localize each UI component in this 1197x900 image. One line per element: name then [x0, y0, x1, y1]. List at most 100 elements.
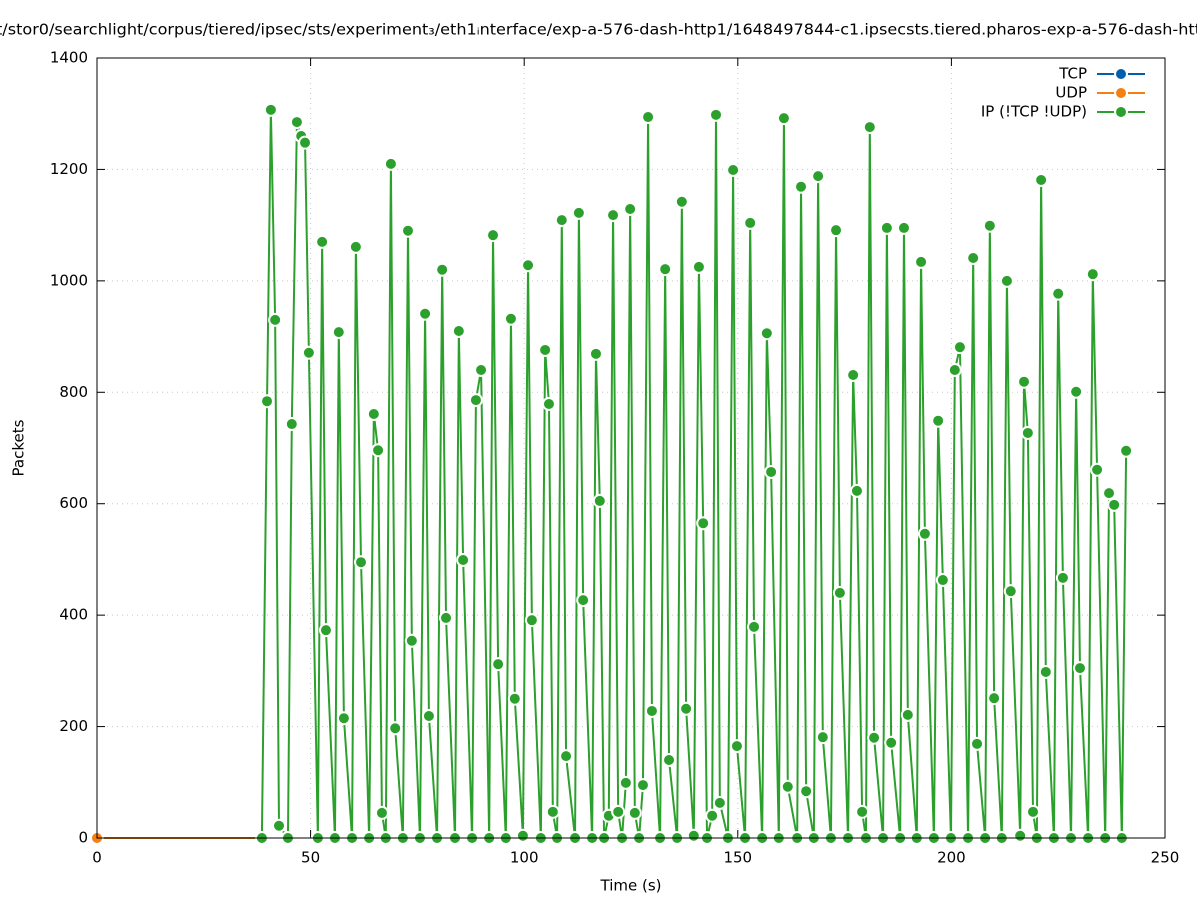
- data-point: [456, 552, 471, 567]
- data-point: [507, 691, 522, 706]
- data-point: [679, 701, 694, 716]
- legend-marker: [1114, 86, 1128, 100]
- data-point: [1085, 267, 1100, 282]
- data-point: [474, 363, 489, 377]
- data-point: [729, 739, 744, 754]
- data-point: [1055, 570, 1070, 585]
- data-point: [592, 493, 607, 508]
- data-point: [336, 711, 351, 726]
- data-point: [641, 110, 656, 125]
- data-point: [952, 340, 967, 355]
- data-point: [982, 218, 997, 233]
- data-point: [849, 483, 864, 498]
- data-point: [832, 585, 847, 600]
- data-point: [318, 623, 333, 638]
- data-point: [686, 828, 701, 843]
- plot-frame: [96, 57, 1166, 839]
- data-point: [867, 730, 882, 745]
- data-point: [900, 707, 915, 722]
- data-point: [709, 107, 724, 122]
- data-point: [987, 691, 1002, 706]
- data-point: [439, 610, 454, 625]
- data-point: [538, 342, 553, 357]
- series-line: [260, 108, 1128, 839]
- data-point: [606, 208, 621, 223]
- legend-label: IP (!TCP !UDP): [981, 103, 1087, 121]
- data-point: [780, 779, 795, 794]
- data-point: [644, 703, 659, 718]
- data-point: [726, 162, 741, 177]
- data-point: [799, 784, 814, 799]
- data-point: [1025, 804, 1040, 819]
- data-point: [815, 730, 830, 745]
- legend-label: TCP: [1058, 65, 1087, 83]
- data-point: [401, 223, 416, 238]
- data-point: [1034, 173, 1049, 188]
- data-point: [999, 273, 1014, 288]
- data-point: [1107, 497, 1122, 512]
- data-point: [268, 312, 283, 327]
- y-tick-label: 1400: [50, 49, 88, 67]
- data-point: [1020, 425, 1035, 440]
- x-tick-label: 200: [937, 849, 966, 867]
- data-point: [289, 115, 304, 130]
- data-point: [374, 805, 389, 820]
- data-point: [331, 325, 346, 340]
- data-point: [301, 345, 316, 360]
- data-point: [896, 220, 911, 235]
- data-point: [524, 613, 539, 628]
- x-tick-label: 0: [92, 849, 102, 867]
- data-point: [862, 120, 877, 135]
- data-point: [947, 363, 962, 377]
- data-point: [545, 804, 560, 819]
- data-point: [559, 749, 574, 764]
- data-point: [515, 828, 530, 843]
- data-point: [696, 516, 711, 531]
- y-tick-label: 1200: [50, 160, 88, 178]
- data-point: [1003, 584, 1018, 599]
- data-point: [1102, 486, 1117, 501]
- data-point: [1051, 286, 1066, 301]
- data-point: [966, 251, 981, 266]
- x-axis-label: Time (s): [600, 877, 662, 895]
- data-point: [658, 262, 673, 277]
- data-point: [298, 135, 313, 150]
- data-point: [743, 215, 758, 230]
- data-point: [623, 201, 638, 216]
- data-point: [383, 156, 398, 171]
- data-point: [315, 234, 330, 249]
- data-point: [521, 258, 536, 273]
- data-point: [571, 205, 586, 220]
- y-tick-label: 800: [59, 383, 88, 401]
- data-point: [263, 102, 278, 117]
- data-point: [1017, 374, 1032, 389]
- data-point: [388, 721, 403, 736]
- data-point: [846, 368, 861, 383]
- x-tick-label: 50: [301, 849, 320, 867]
- data-point: [260, 394, 275, 409]
- data-point: [366, 407, 381, 422]
- data-point: [691, 259, 706, 274]
- data-point: [914, 254, 929, 269]
- data-point: [404, 633, 419, 648]
- data-point: [503, 311, 518, 326]
- data-point: [588, 346, 603, 361]
- data-point: [468, 393, 483, 408]
- data-point: [829, 223, 844, 238]
- data-point: [611, 804, 626, 819]
- data-point: [541, 396, 556, 411]
- data-point: [705, 808, 720, 823]
- data-point: [759, 326, 774, 341]
- data-point: [794, 179, 809, 194]
- data-point: [348, 239, 363, 254]
- x-tick-label: 150: [723, 849, 752, 867]
- data-point: [884, 735, 899, 750]
- data-point: [1013, 828, 1028, 843]
- data-point: [618, 775, 633, 790]
- data-point: [554, 213, 569, 228]
- data-point: [1038, 664, 1053, 679]
- y-tick-label: 200: [59, 717, 88, 735]
- x-tick-label: 250: [1151, 849, 1180, 867]
